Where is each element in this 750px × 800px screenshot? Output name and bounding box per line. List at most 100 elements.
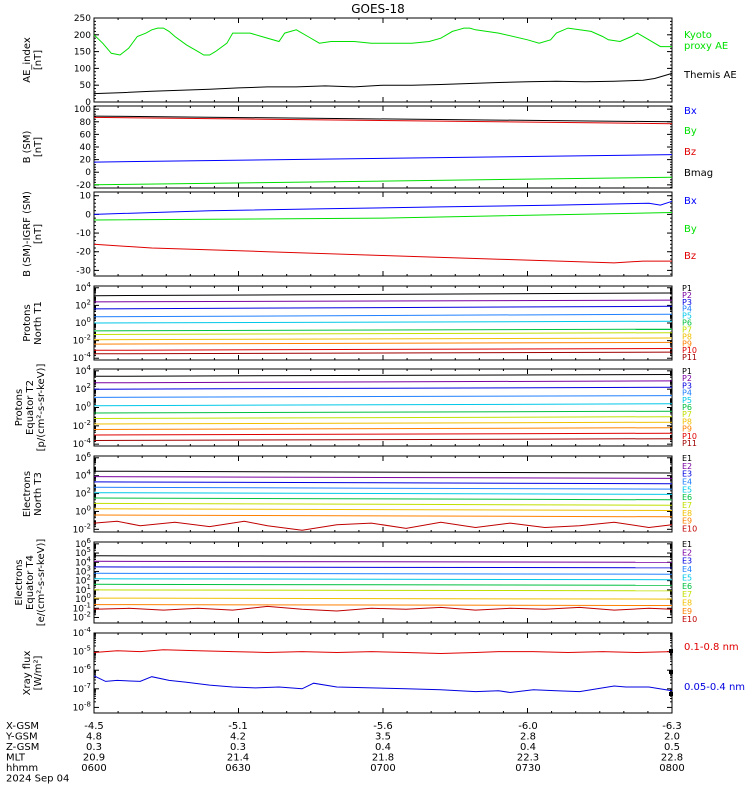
ephemeris-value: 2.0 bbox=[664, 732, 680, 743]
ephemeris-value: 0.3 bbox=[230, 742, 246, 753]
panel-5: 10-4 10-2 100 102 104 Protons Equator T2 [p/(cm… bbox=[14, 364, 697, 452]
series-line-e1 bbox=[93, 470, 673, 474]
series-line-e2 bbox=[93, 560, 673, 563]
series-line-0-05-0-4-nm bbox=[93, 675, 673, 694]
series-line-e3 bbox=[93, 566, 673, 569]
y-tick-label: 60 bbox=[80, 130, 92, 140]
legend-entry: Bz bbox=[684, 147, 696, 158]
legend-entry: P7 bbox=[682, 325, 692, 334]
y-tick-label: 0 bbox=[85, 98, 91, 108]
legend-entry: 0.05-0.4 nm bbox=[684, 682, 745, 693]
series-line-p8 bbox=[93, 337, 673, 341]
y-tick-label: -20 bbox=[76, 181, 91, 191]
y-tick-label: -20 bbox=[76, 248, 91, 258]
ephemeris-label: X-GSM bbox=[6, 721, 39, 732]
series-line-e1 bbox=[93, 555, 673, 558]
legend-entry: E5 bbox=[682, 573, 692, 582]
ephemeris-value: 0.5 bbox=[664, 742, 680, 753]
legend-entry: E10 bbox=[682, 615, 697, 624]
panel-3: -30 -20 -10 0 10 B (SM)-IGRF (SM) [nT] Bx By Bz bbox=[22, 191, 697, 277]
legend-entry: 0.1-0.8 nm bbox=[684, 642, 739, 653]
legend-entry: P9 bbox=[682, 425, 692, 434]
legend-entry: P6 bbox=[682, 319, 692, 328]
ephemeris-value: 21.4 bbox=[227, 753, 249, 764]
series-line-p6 bbox=[93, 410, 673, 414]
ephemeris-value: 21.8 bbox=[372, 753, 394, 764]
y-tick-label: 10-2 bbox=[73, 610, 91, 623]
ephemeris-value: 0730 bbox=[515, 763, 540, 774]
y-axis-label: [p/(cm²-s-sr-keV)] bbox=[36, 364, 47, 452]
series-line-bx bbox=[93, 200, 673, 215]
ephemeris-value: 20.9 bbox=[83, 753, 105, 764]
flare-class-marker bbox=[669, 692, 673, 696]
panel-frame bbox=[93, 632, 673, 714]
y-axis-label: Xray flux bbox=[22, 651, 33, 696]
legend-entry: E6 bbox=[682, 493, 692, 502]
legend-entry: E3 bbox=[682, 557, 692, 566]
y-tick-label: 0 bbox=[85, 168, 91, 178]
ephemeris-value: -4.5 bbox=[84, 721, 104, 732]
series-line-e10 bbox=[93, 520, 673, 531]
y-tick-label: 102 bbox=[75, 574, 91, 587]
legend-entry: E7 bbox=[682, 501, 692, 510]
legend-entry: E4 bbox=[682, 565, 692, 574]
series-line-p1 bbox=[93, 374, 673, 377]
y-tick-label: 10-4 bbox=[73, 626, 92, 639]
panel-8: 10-8 10-7 10-6 10-5 10-4 Xray flux [W/m²] 0.1-0… bbox=[22, 626, 745, 714]
series-line-e5 bbox=[93, 578, 673, 581]
ephemeris-value: 2.8 bbox=[520, 732, 536, 743]
y-tick-label: 106 bbox=[75, 451, 91, 464]
y-tick-label: 100 bbox=[75, 316, 91, 329]
legend-entry: P10 bbox=[682, 432, 697, 441]
series-line-p4 bbox=[93, 395, 673, 398]
ephemeris-value: 4.2 bbox=[230, 732, 246, 743]
y-tick-label: 102 bbox=[75, 487, 91, 500]
y-tick-label: 10-6 bbox=[73, 663, 92, 676]
legend-entry: E7 bbox=[682, 590, 692, 599]
legend-entry: P2 bbox=[682, 291, 692, 300]
legend-entry: P8 bbox=[682, 417, 692, 426]
y-axis-label: [nT] bbox=[33, 50, 44, 70]
y-tick-label: 102 bbox=[75, 298, 91, 311]
series-line-p6 bbox=[93, 328, 673, 332]
series-line-p11 bbox=[93, 351, 673, 355]
legend-entry: P3 bbox=[682, 381, 692, 390]
y-tick-label: 10-4 bbox=[73, 437, 92, 450]
flare-class-marker bbox=[669, 670, 673, 674]
legend-entry: Kyoto bbox=[684, 30, 712, 41]
y-tick-label: 50 bbox=[80, 81, 92, 91]
legend-entry: Bz bbox=[684, 251, 696, 262]
series-line-e8 bbox=[93, 597, 673, 600]
legend-entry: P11 bbox=[682, 439, 697, 448]
series-line-p5 bbox=[93, 320, 673, 324]
series-line-bz bbox=[93, 116, 673, 125]
y-axis-label: North T1 bbox=[33, 301, 44, 345]
legend-entry: P4 bbox=[682, 305, 692, 314]
legend-entry: By bbox=[684, 224, 697, 235]
legend-entry: E6 bbox=[682, 582, 692, 591]
legend-entry: P1 bbox=[682, 284, 692, 293]
series-line-p7 bbox=[93, 332, 673, 335]
legend-entry: P5 bbox=[682, 312, 692, 321]
series-line-e8 bbox=[93, 508, 673, 511]
y-tick-label: 80 bbox=[80, 118, 92, 128]
series-line-e6 bbox=[93, 497, 673, 501]
series-line-e9 bbox=[93, 514, 673, 518]
legend-entry: P6 bbox=[682, 403, 692, 412]
ephemeris-value: 3.5 bbox=[375, 732, 391, 743]
series-line-e4 bbox=[93, 572, 673, 575]
y-tick-label: 106 bbox=[75, 537, 91, 550]
series-line-p3 bbox=[93, 305, 673, 310]
y-tick-label: 10-5 bbox=[73, 645, 91, 658]
series-line-p1 bbox=[93, 292, 673, 297]
y-tick-label: -30 bbox=[76, 266, 91, 276]
series-line-e4 bbox=[93, 486, 673, 490]
series-line-e5 bbox=[93, 492, 673, 495]
footer-ephemeris: X-GSM -4.5 -5.1 -5.6 -6.0 -6.3 Y-GSM 4.8 4.2 3.5 2… bbox=[5, 721, 685, 785]
series-line-p2 bbox=[93, 380, 673, 384]
y-tick-label: 250 bbox=[74, 14, 91, 24]
